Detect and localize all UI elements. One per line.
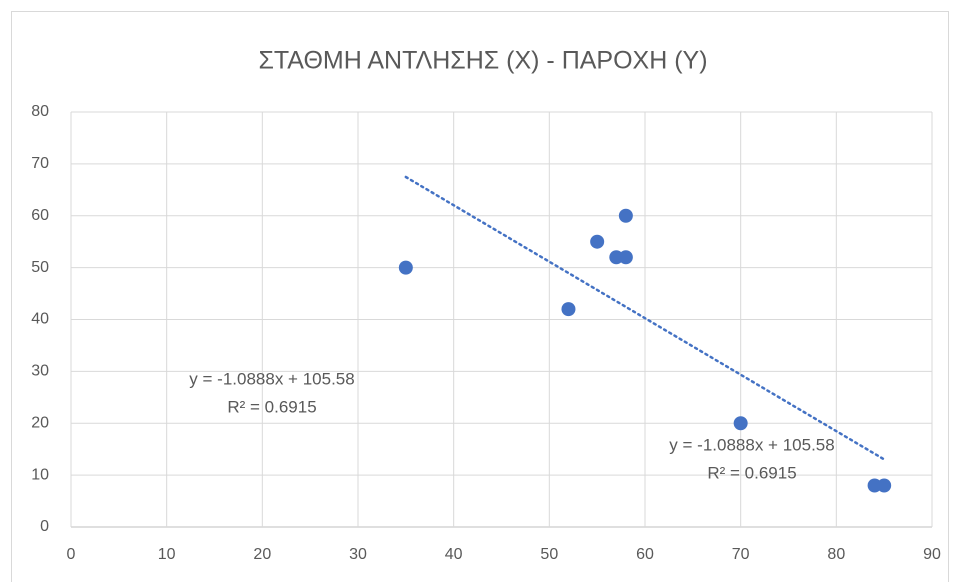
x-tick-label: 80 — [827, 546, 845, 563]
point — [590, 234, 605, 249]
x-tick-label: 60 — [636, 546, 654, 563]
x-tick-label: 30 — [349, 546, 367, 563]
x-tick-label: 90 — [923, 546, 941, 563]
point — [561, 302, 576, 317]
point — [618, 250, 633, 265]
trendline-label: y = -1.0888x + 105.58 — [189, 369, 354, 388]
point — [877, 478, 892, 493]
chart-border — [11, 11, 949, 587]
point — [867, 478, 882, 493]
trendline-label: R² = 0.6915 — [707, 463, 796, 482]
y-tick-label: 40 — [31, 311, 49, 328]
y-tick-label: 30 — [31, 363, 49, 380]
point — [733, 416, 748, 431]
y-tick-label: 60 — [31, 207, 49, 224]
x-tick-label: 40 — [445, 546, 463, 563]
trendline-label: R² = 0.6915 — [227, 397, 316, 416]
point — [618, 208, 633, 223]
y-tick-label: 0 — [40, 518, 49, 535]
y-tick-label: 80 — [31, 103, 49, 120]
x-tick-label: 70 — [732, 546, 750, 563]
trendline-label: y = -1.0888x + 105.58 — [669, 435, 834, 454]
y-tick-label: 10 — [31, 466, 49, 483]
point — [398, 260, 413, 275]
chart-title: ΣΤΑΘΜΗ ΑΝΤΛΗΣΗΣ (Χ) - ΠΑΡΟΧΗ (Υ) — [258, 47, 707, 75]
x-tick-label: 0 — [67, 546, 76, 563]
y-tick-label: 20 — [31, 414, 49, 431]
x-tick-label: 20 — [253, 546, 271, 563]
point — [609, 250, 624, 265]
x-tick-label: 10 — [158, 546, 176, 563]
x-tick-label: 50 — [540, 546, 558, 563]
trendline — [404, 175, 886, 461]
y-tick-label: 50 — [31, 259, 49, 276]
y-tick-label: 70 — [31, 155, 49, 172]
